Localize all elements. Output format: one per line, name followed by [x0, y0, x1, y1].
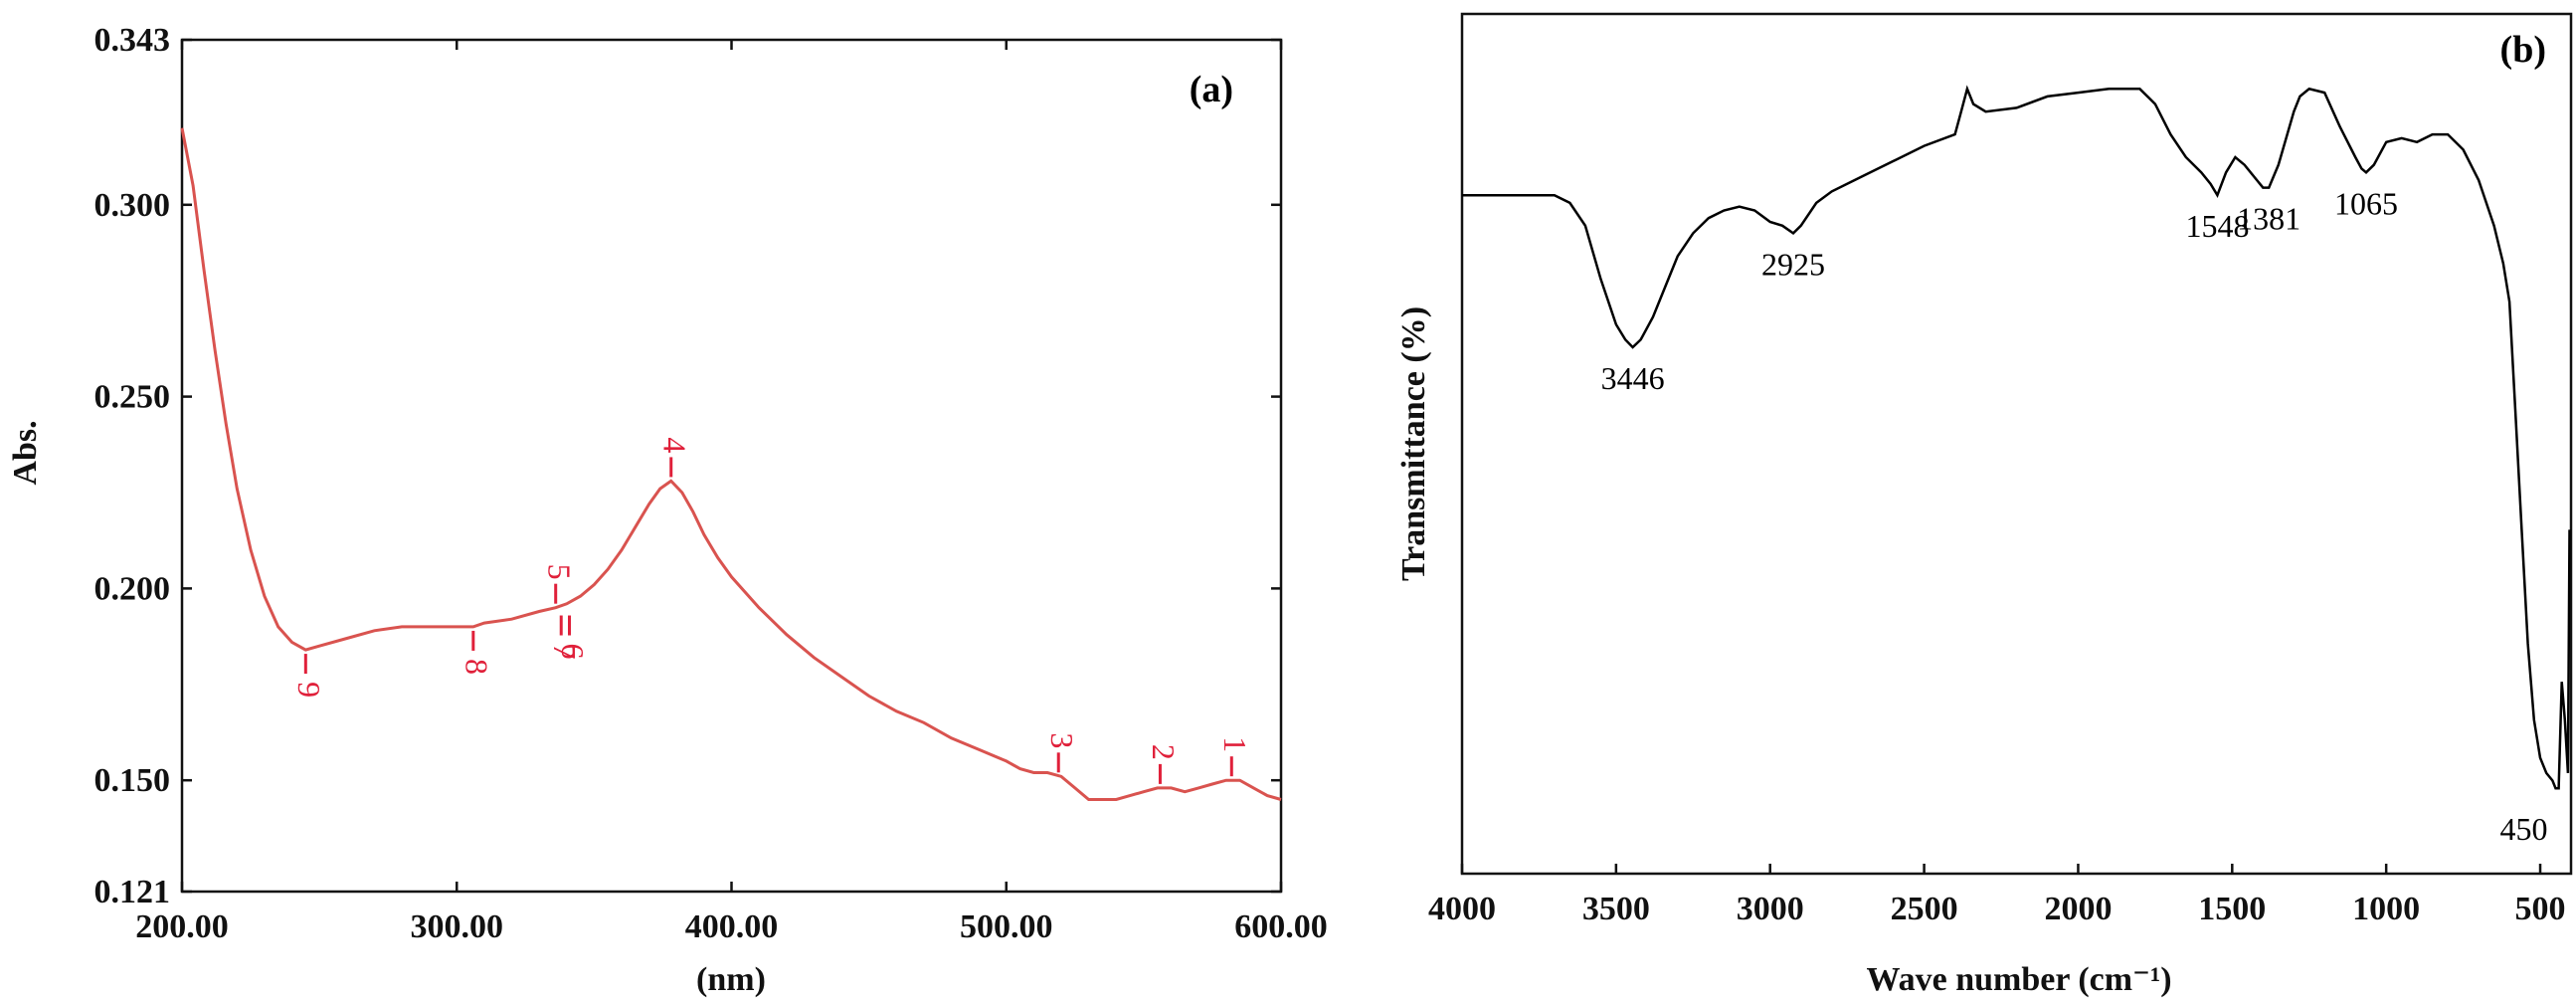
panel-a-y-axis: 0.121 0.150 0.200 0.250 0.300 0.343	[94, 22, 1281, 910]
panel-a-peak-number: 7	[547, 644, 583, 660]
panel-a-peak-markers: 9 8 5 76 4 3 2 1	[291, 437, 1253, 784]
panel-a-x-axis: 200.00 300.00 400.00 500.00 600.00	[135, 40, 1328, 945]
panel-a-x-tick-label: 400.00	[685, 908, 779, 945]
panel-a-peak-marker: 7	[547, 615, 583, 660]
panel-b-y-axis-title: Transmittance (%)	[1395, 306, 1432, 581]
panel-b-x-axis-title: Wave number (cm⁻¹)	[1866, 961, 2171, 998]
panel-a-y-tick-label: 0.300	[94, 187, 171, 224]
panel-a-uv-vis-chart: 0.121 0.150 0.200 0.250 0.300 0.343 200.00 300…	[7, 22, 1328, 998]
panel-a-peak-marker: 3	[1044, 732, 1080, 773]
panel-b-x-tick-label: 1500	[2198, 891, 2266, 927]
panel-b-peak-label: 2925	[1761, 246, 1825, 282]
panel-b-transmittance-line	[1462, 85, 2571, 790]
panel-a-peak-number: 1	[1217, 736, 1253, 752]
panel-a-y-tick-label: 0.250	[94, 379, 171, 416]
panel-b-x-tick-label: 3000	[1737, 891, 1804, 927]
panel-a-y-tick-label: 0.200	[94, 570, 171, 607]
panel-a-x-tick-label: 300.00	[411, 908, 504, 945]
panel-b-x-tick-label: 2500	[1891, 891, 1958, 927]
panel-b-peak-label: 450	[2500, 811, 2548, 847]
panel-a-x-axis-title: (nm)	[696, 961, 766, 998]
panel-a-y-tick-label: 0.343	[94, 22, 171, 59]
panel-b-x-tick-label: 2000	[2044, 891, 2112, 927]
panel-a-y-axis-title: Abs.	[7, 420, 44, 485]
panel-b-peak-label: 3446	[1601, 360, 1665, 396]
panel-a-peak-number: 3	[1044, 732, 1080, 748]
panel-a-peak-marker: 5	[541, 564, 577, 604]
panel-b-x-axis: 4000 3500 3000 2500 2000 1500 1000 500	[1428, 864, 2566, 927]
panel-a-absorbance-line	[180, 127, 1282, 801]
panel-a-peak-number: 5	[541, 564, 577, 580]
panel-a-peak-marker: 2	[1146, 744, 1182, 784]
panel-b-ftir-chart: 4000 3500 3000 2500 2000 1500 1000 500 3446 2925…	[1395, 12, 2573, 998]
panel-b-plot-frame	[1460, 12, 2573, 876]
panel-b-x-tick-label: 4000	[1428, 891, 1496, 927]
panel-a-peak-marker: 8	[459, 630, 494, 675]
panel-a-peak-marker: 1	[1217, 736, 1253, 777]
panel-a-x-tick-label: 200.00	[135, 908, 229, 945]
panel-a-x-tick-label: 600.00	[1234, 908, 1328, 945]
panel-a-peak-marker: 9	[291, 654, 327, 698]
panel-a-peak-number: 4	[656, 437, 692, 453]
panel-a-peak-marker: 4	[656, 437, 692, 478]
panel-b-peak-label: 1548	[2185, 208, 2249, 244]
panel-a-x-tick-label: 500.00	[960, 908, 1053, 945]
panel-b-x-tick-label: 3500	[1582, 891, 1650, 927]
panel-b-peak-label: 1381	[2237, 201, 2300, 237]
panel-a-peak-number: 2	[1146, 744, 1182, 760]
panel-a-plot-frame	[180, 38, 1283, 894]
panel-a-peak-number: 8	[459, 659, 494, 675]
panel-a-y-tick-label: 0.121	[94, 874, 171, 910]
panel-b-x-tick-label: 500	[2515, 891, 2566, 927]
panel-b-x-tick-label: 1000	[2352, 891, 2420, 927]
panel-a-peak-number: 9	[291, 682, 327, 698]
panel-a-label: (a)	[1190, 69, 1233, 110]
panel-a-y-tick-label: 0.150	[94, 762, 171, 799]
panel-b-peak-label: 1065	[2334, 185, 2398, 221]
panel-a-peak-marker: 6	[555, 615, 591, 660]
panel-b-label: (b)	[2500, 29, 2546, 71]
panel-a-peak-number: 6	[555, 644, 591, 660]
